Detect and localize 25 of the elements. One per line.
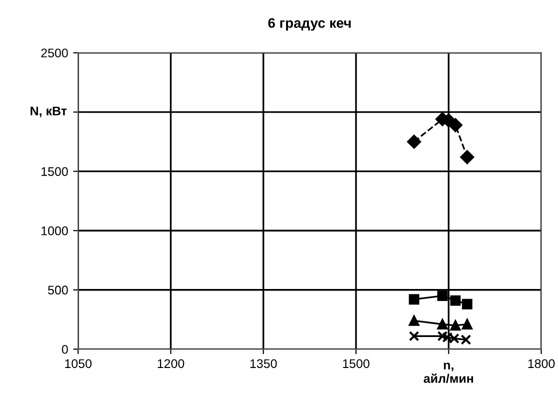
point — [408, 294, 420, 305]
point — [462, 319, 472, 330]
point — [450, 295, 461, 306]
point — [450, 320, 461, 331]
x-axis-title: n, айл/мин — [424, 362, 474, 384]
y-tick-label: 2500 — [41, 48, 68, 58]
x-tick-label: 1350 — [250, 359, 277, 368]
point — [462, 298, 472, 310]
x-tick-label: 1050 — [65, 359, 92, 368]
y-tick-label: 500 — [48, 286, 68, 295]
x-tick-label: 1500 — [343, 359, 370, 368]
y-tick-label: 1000 — [42, 226, 68, 236]
point — [408, 330, 420, 342]
y-tick-label: 0 — [62, 344, 68, 354]
point — [407, 134, 421, 149]
chart-title: 6 градус кеч — [268, 18, 351, 31]
point — [437, 319, 448, 330]
x-tick-label: 1200 — [158, 359, 184, 368]
y-axis-title: N, кВт — [30, 106, 67, 118]
x-tick-label: 1800 — [528, 359, 555, 368]
point — [437, 290, 448, 302]
point — [448, 118, 462, 132]
point — [408, 315, 420, 326]
y-tick-label: 1500 — [42, 167, 68, 176]
point — [460, 150, 474, 164]
